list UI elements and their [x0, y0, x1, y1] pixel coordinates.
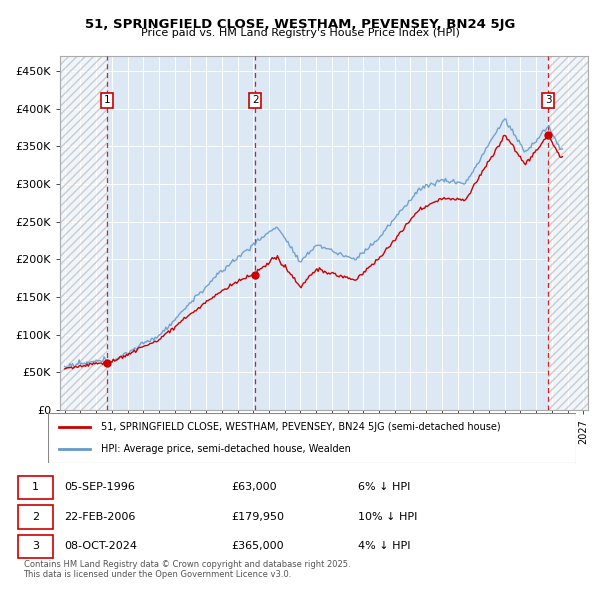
Text: 2: 2 [252, 96, 259, 105]
Text: 2: 2 [32, 512, 39, 522]
Text: 1: 1 [104, 96, 110, 105]
Text: £63,000: £63,000 [231, 483, 277, 492]
Text: HPI: Average price, semi-detached house, Wealden: HPI: Average price, semi-detached house,… [101, 444, 350, 454]
FancyBboxPatch shape [18, 535, 53, 558]
Bar [60, 56, 107, 410]
Text: 22-FEB-2006: 22-FEB-2006 [64, 512, 135, 522]
FancyBboxPatch shape [18, 505, 53, 529]
Text: 51, SPRINGFIELD CLOSE, WESTHAM, PEVENSEY, BN24 5JG: 51, SPRINGFIELD CLOSE, WESTHAM, PEVENSEY… [85, 18, 515, 31]
Text: £365,000: £365,000 [231, 542, 284, 551]
Text: 3: 3 [32, 542, 39, 551]
Text: £179,950: £179,950 [231, 512, 284, 522]
Text: 08-OCT-2024: 08-OCT-2024 [64, 542, 137, 551]
Text: 05-SEP-1996: 05-SEP-1996 [64, 483, 135, 492]
FancyBboxPatch shape [18, 476, 53, 499]
Text: 1: 1 [32, 483, 39, 492]
Text: 4% ↓ HPI: 4% ↓ HPI [358, 542, 410, 551]
Text: 3: 3 [545, 96, 551, 105]
Text: 10% ↓ HPI: 10% ↓ HPI [358, 512, 417, 522]
Text: Contains HM Land Registry data © Crown copyright and database right 2025.
This d: Contains HM Land Registry data © Crown c… [23, 560, 350, 579]
Bar [548, 56, 588, 410]
FancyBboxPatch shape [48, 413, 576, 463]
Text: 6% ↓ HPI: 6% ↓ HPI [358, 483, 410, 492]
Text: 51, SPRINGFIELD CLOSE, WESTHAM, PEVENSEY, BN24 5JG (semi-detached house): 51, SPRINGFIELD CLOSE, WESTHAM, PEVENSEY… [101, 422, 500, 432]
Text: Price paid vs. HM Land Registry's House Price Index (HPI): Price paid vs. HM Land Registry's House … [140, 28, 460, 38]
